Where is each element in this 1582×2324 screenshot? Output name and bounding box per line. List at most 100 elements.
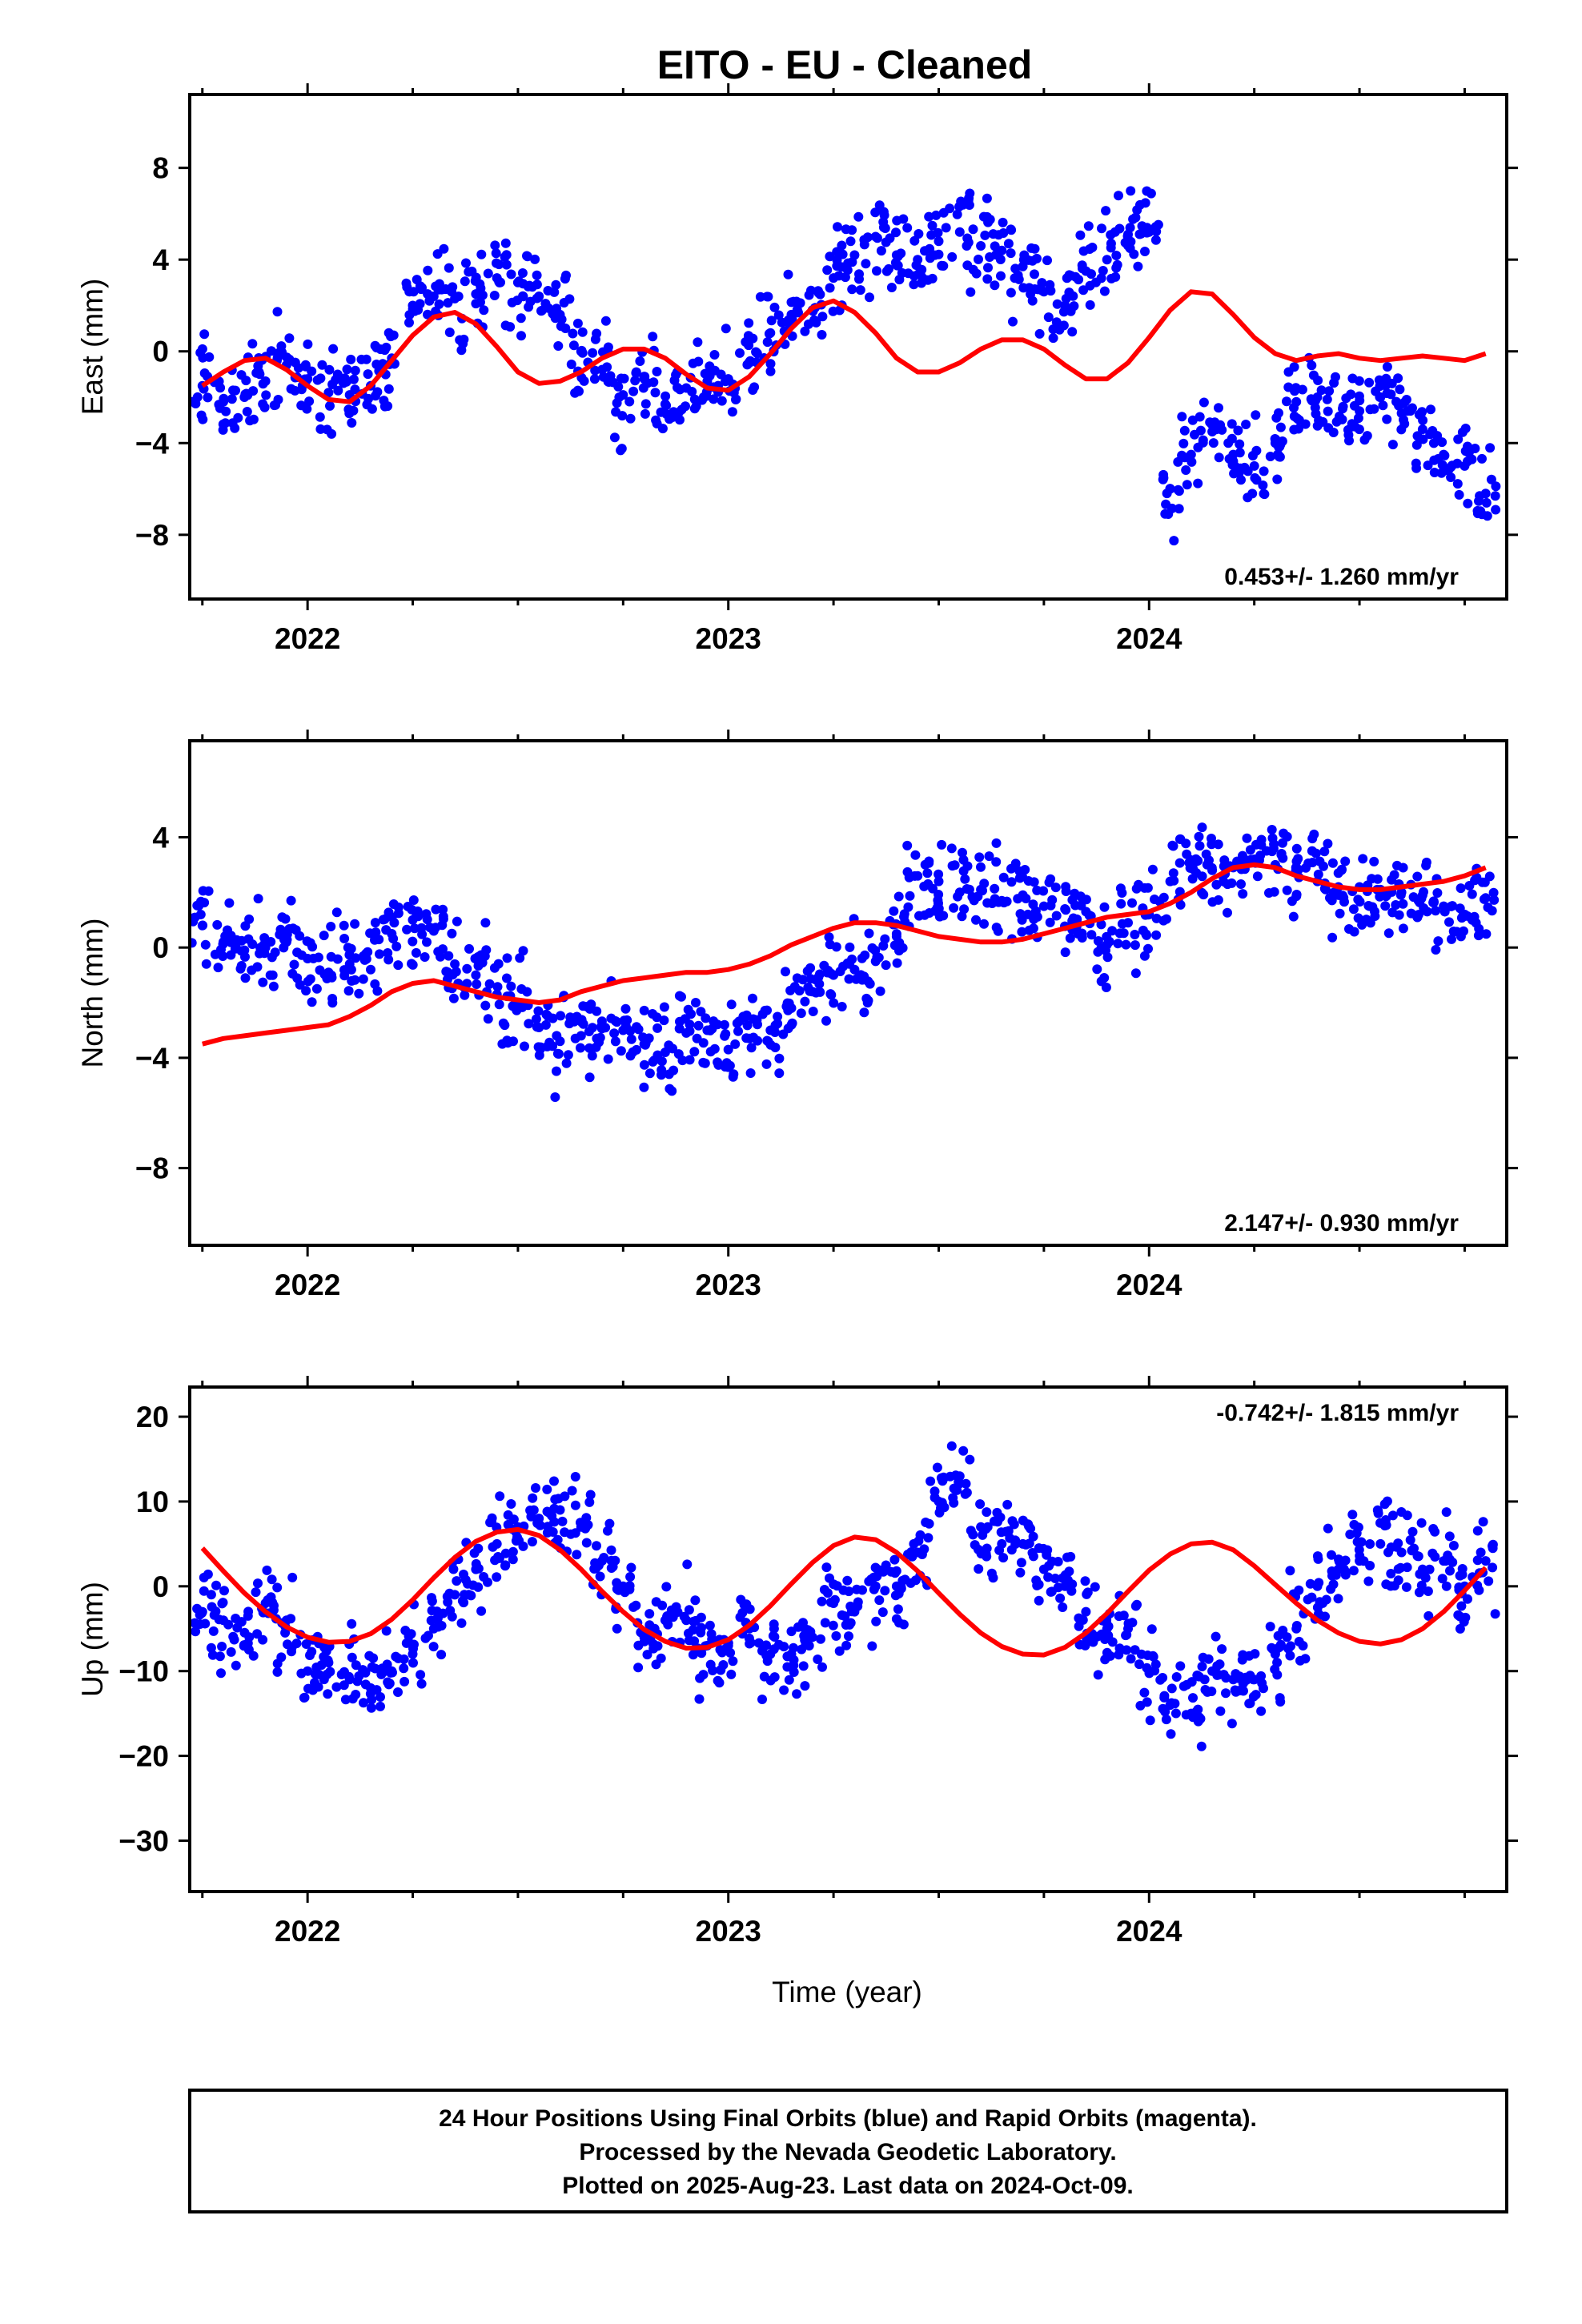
observation-point <box>1373 1508 1383 1518</box>
observation-point <box>199 1586 209 1596</box>
observation-point <box>572 1550 582 1560</box>
observation-point <box>835 967 845 976</box>
observation-point <box>428 1642 439 1652</box>
observation-point <box>467 266 477 276</box>
observation-point <box>268 981 279 991</box>
observation-point <box>276 341 287 352</box>
observation-point <box>1238 889 1248 899</box>
observation-point <box>1006 248 1016 259</box>
observation-point <box>1018 1515 1028 1526</box>
observation-point <box>1029 912 1039 923</box>
observation-point <box>1355 396 1365 406</box>
observation-point <box>493 959 504 969</box>
observation-point <box>822 967 833 978</box>
observation-point <box>988 1573 998 1583</box>
observation-point <box>1142 223 1152 233</box>
observation-point <box>880 223 890 233</box>
observation-point <box>1289 411 1299 421</box>
observation-point <box>910 850 921 860</box>
observation-point <box>998 1553 1009 1563</box>
observation-point <box>787 314 797 324</box>
observation-point <box>1437 437 1447 448</box>
observation-point <box>259 933 270 943</box>
observation-point <box>665 1084 675 1094</box>
observation-point <box>457 1596 468 1606</box>
observation-point <box>371 343 382 353</box>
observation-point <box>1337 864 1347 875</box>
observation-point <box>1158 892 1169 903</box>
observation-point <box>1168 868 1178 879</box>
observation-point <box>1085 300 1095 310</box>
observation-point <box>313 1682 323 1692</box>
observation-point <box>272 1667 283 1677</box>
observation-point <box>696 1612 706 1622</box>
plot-frame <box>188 93 1508 601</box>
observation-point <box>315 424 326 434</box>
observation-point <box>1219 876 1229 887</box>
observation-point <box>631 1600 641 1610</box>
observation-point <box>1303 858 1314 868</box>
y-tick-label: −4 <box>135 1042 170 1075</box>
observation-point <box>954 1477 964 1487</box>
observation-point <box>845 1601 856 1611</box>
observation-point <box>855 285 865 296</box>
observation-point <box>620 1003 631 1014</box>
observation-point <box>200 1618 211 1629</box>
observation-point <box>1181 838 1191 849</box>
observation-point <box>996 1527 1006 1538</box>
observation-point <box>1126 186 1136 196</box>
observation-point <box>1084 910 1094 920</box>
observation-point <box>1062 1575 1073 1586</box>
observation-point <box>409 1639 419 1650</box>
observation-point <box>299 1693 309 1703</box>
observation-point <box>1207 862 1217 873</box>
observation-point <box>331 1682 342 1692</box>
observation-point <box>730 1039 741 1049</box>
observation-point <box>705 1620 715 1630</box>
observation-point <box>472 1562 482 1572</box>
observation-point <box>553 341 564 351</box>
observation-point <box>1231 1687 1241 1697</box>
observation-point <box>379 396 389 406</box>
observation-point <box>1490 1609 1500 1619</box>
observation-point <box>1259 466 1269 476</box>
x-tick-label: 2022 <box>275 1915 340 1948</box>
observation-point <box>787 1018 797 1028</box>
observation-point <box>1195 1714 1206 1724</box>
observation-point <box>1307 834 1318 844</box>
observation-point <box>243 1638 253 1648</box>
observation-point <box>1186 1677 1197 1687</box>
observation-point <box>463 1578 473 1589</box>
observation-point <box>444 951 454 961</box>
observation-point <box>822 265 833 275</box>
observation-point <box>723 1062 733 1072</box>
observation-point <box>439 243 449 254</box>
observation-point <box>506 269 516 279</box>
observation-point <box>471 299 481 309</box>
observation-point <box>688 1625 698 1635</box>
observation-point <box>1139 883 1150 893</box>
observation-point <box>1241 420 1251 429</box>
observation-point <box>716 1665 726 1675</box>
observation-point <box>363 947 373 957</box>
observation-point <box>635 356 645 366</box>
observation-point <box>1101 983 1111 992</box>
observation-point <box>1335 908 1345 919</box>
observation-point <box>796 1008 806 1019</box>
observation-point <box>824 932 834 943</box>
observation-point <box>1382 388 1392 399</box>
x-tick-label: 2024 <box>1116 1269 1182 1301</box>
observation-point <box>797 975 808 985</box>
observation-point <box>735 348 745 358</box>
observation-point <box>576 345 587 356</box>
observation-point <box>1314 1578 1324 1588</box>
observation-point <box>1085 280 1095 291</box>
observation-point <box>794 986 805 996</box>
observation-point <box>892 958 902 968</box>
observation-point <box>1456 883 1466 894</box>
observation-point <box>462 979 472 989</box>
observation-point <box>609 1028 620 1039</box>
observation-point <box>1014 866 1025 876</box>
observation-point <box>227 394 237 404</box>
observation-point <box>656 1653 666 1663</box>
